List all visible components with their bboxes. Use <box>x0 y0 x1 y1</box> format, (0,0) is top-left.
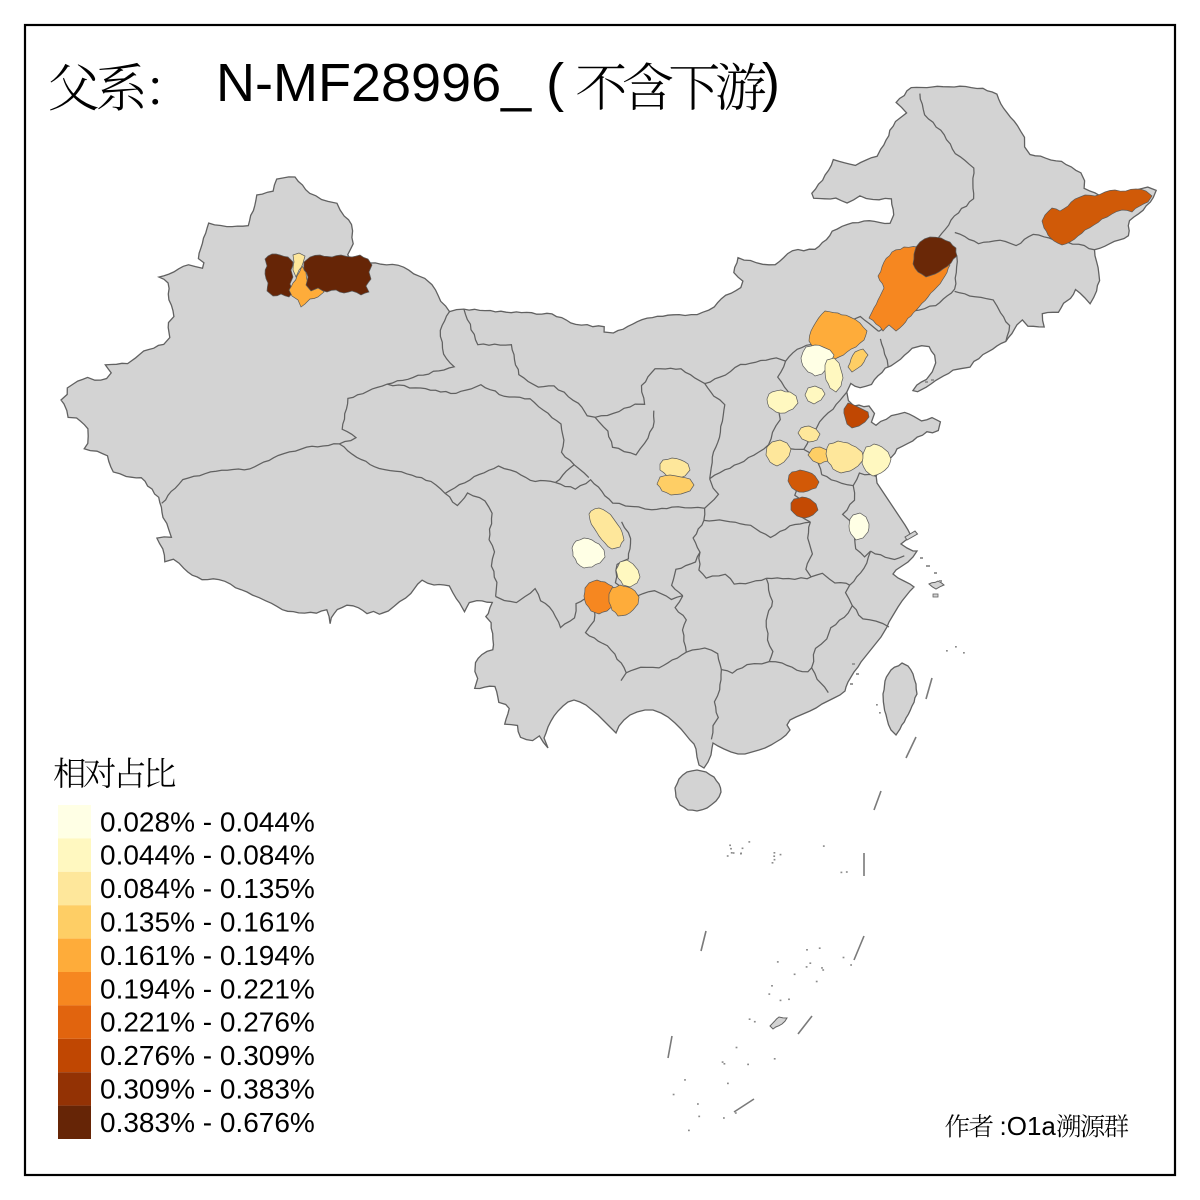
svg-text:0.028% - 0.044%: 0.028% - 0.044% <box>100 806 315 837</box>
svg-text:N-MF28996_ (: N-MF28996_ ( <box>216 53 564 113</box>
svg-text:): ) <box>762 53 780 113</box>
svg-text:0.135% - 0.161%: 0.135% - 0.161% <box>100 907 315 938</box>
svg-text:0.309% - 0.383%: 0.309% - 0.383% <box>100 1074 315 1105</box>
svg-text:0.161% - 0.194%: 0.161% - 0.194% <box>100 940 315 971</box>
svg-text:0.276% - 0.309%: 0.276% - 0.309% <box>100 1040 315 1071</box>
svg-text:0.383% - 0.676%: 0.383% - 0.676% <box>100 1107 315 1138</box>
svg-text:0.194% - 0.221%: 0.194% - 0.221% <box>100 973 315 1004</box>
svg-text:0.044% - 0.084%: 0.044% - 0.084% <box>100 840 315 871</box>
svg-text:0.084% - 0.135%: 0.084% - 0.135% <box>100 873 315 904</box>
svg-text::O1a: :O1a <box>1000 1111 1057 1141</box>
svg-text:0.221% - 0.276%: 0.221% - 0.276% <box>100 1007 315 1038</box>
